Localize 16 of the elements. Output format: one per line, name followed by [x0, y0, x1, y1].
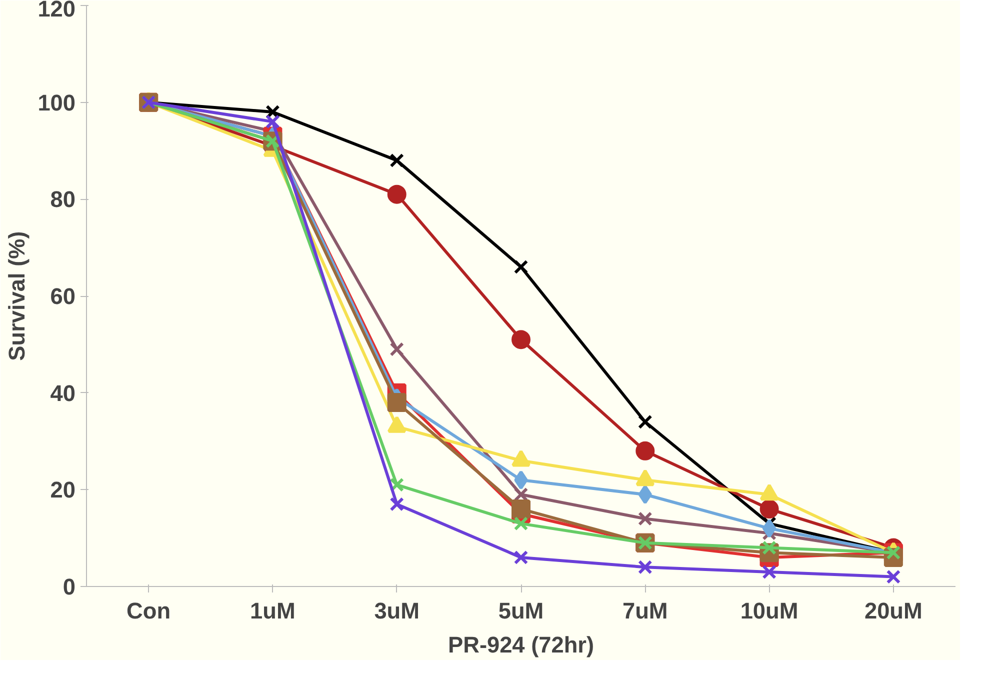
y-tick-label: 20	[50, 476, 76, 503]
x-tick-label: 7uM	[622, 598, 668, 624]
x-tick-label: 3uM	[374, 598, 420, 624]
y-tick-label: 120	[38, 0, 76, 22]
x-tick-label: 5uM	[498, 598, 544, 624]
y-tick-label: 80	[50, 186, 76, 212]
x-tick-label: Con	[126, 598, 171, 624]
y-tick-label: 100	[38, 89, 76, 116]
x-tick-label: 10uM	[740, 598, 798, 624]
y-tick-label: 40	[50, 380, 76, 406]
y-tick-label: 0	[62, 574, 76, 600]
x-tick-label: 20uM	[864, 598, 922, 624]
x-axis-title: PR-924 (72hr)	[448, 632, 594, 658]
x-tick-label: 1uM	[250, 598, 296, 624]
y-tick-label: 60	[50, 283, 76, 309]
y-axis-title: Survival (%)	[4, 231, 30, 361]
